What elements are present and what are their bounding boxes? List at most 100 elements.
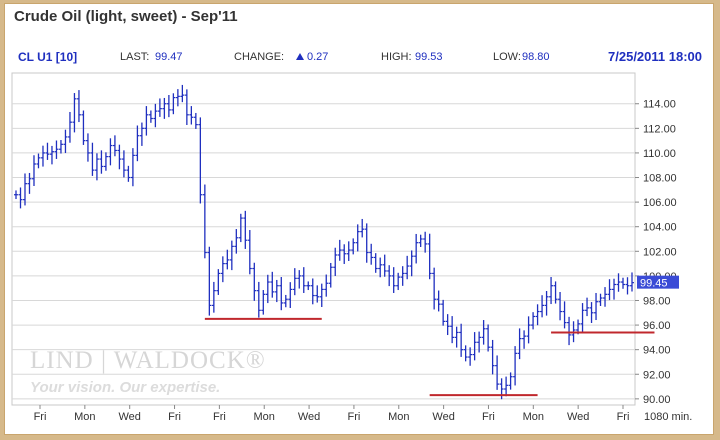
price-bar <box>607 279 612 301</box>
price-bar <box>243 210 248 249</box>
price-bar <box>585 297 590 317</box>
price-bar <box>553 281 558 304</box>
price-bar <box>355 224 360 252</box>
price-bar <box>436 290 441 312</box>
price-bar <box>472 332 477 361</box>
price-bar <box>261 290 266 315</box>
price-bar <box>418 234 423 247</box>
price-bar <box>36 153 41 169</box>
low-label: LOW: <box>493 51 521 63</box>
price-bar <box>621 277 626 289</box>
price-bar <box>27 172 32 194</box>
watermark-tagline: Your vision. Our expertise. <box>30 379 220 396</box>
price-bar <box>612 278 617 300</box>
price-bar <box>567 316 572 346</box>
price-bar <box>126 165 131 182</box>
price-bar <box>157 98 162 117</box>
watermark-brand: LIND | WALDOCK® <box>30 347 266 374</box>
price-bar <box>139 122 144 146</box>
price-bar <box>216 269 221 295</box>
price-bar <box>328 262 333 288</box>
price-bar <box>369 243 374 265</box>
price-bar <box>85 133 90 162</box>
price-bar <box>265 274 270 304</box>
price-bar <box>162 97 167 119</box>
price-bar <box>189 106 194 125</box>
price-bar <box>598 293 603 307</box>
change-value-wrap: 0.27 <box>294 51 328 63</box>
x-tick-label: Wed <box>567 411 589 423</box>
price-bar <box>333 247 338 277</box>
y-tick-label: 108.00 <box>643 173 677 185</box>
y-tick-label: 102.00 <box>643 246 677 258</box>
y-tick-label: 96.00 <box>643 320 671 332</box>
price-bar <box>490 339 495 375</box>
price-bar <box>513 346 518 386</box>
price-bar <box>274 279 279 303</box>
price-bar <box>477 331 482 353</box>
price-bar <box>193 112 198 129</box>
price-bar <box>108 138 113 166</box>
price-bar <box>252 262 257 301</box>
price-bar <box>175 89 180 107</box>
price-bar <box>504 376 509 397</box>
price-bar <box>351 238 356 255</box>
price-bar <box>342 244 347 264</box>
price-bar <box>495 355 500 390</box>
x-axis: Fri Mon Wed Fri Fri Mon Wed Fri Mon Wed Fri Mon Wed F… <box>34 405 629 423</box>
quote-datetime: 7/25/2011 18:00 <box>608 49 702 64</box>
price-bar <box>103 152 108 171</box>
y-axis: 90.0092.0094.0096.0098.00100.00102.00104… <box>635 99 677 406</box>
price-bar <box>130 148 135 187</box>
price-bar <box>40 145 45 167</box>
price-bar <box>229 240 234 271</box>
price-bar <box>144 106 149 136</box>
y-tick-label: 98.00 <box>643 295 671 307</box>
price-bar <box>616 273 621 292</box>
grid-lines <box>12 103 635 400</box>
low-value: 98.80 <box>522 51 550 63</box>
support-lines <box>204 317 655 397</box>
price-bar <box>441 299 446 326</box>
price-bar <box>76 90 81 123</box>
last-value: 99.47 <box>155 51 183 63</box>
price-bar <box>630 272 634 292</box>
price-bar <box>297 270 302 289</box>
price-bar <box>522 330 527 349</box>
contract-symbol[interactable]: CL U1 [10] <box>18 50 78 64</box>
price-bar <box>526 316 531 344</box>
price-bar <box>283 294 288 308</box>
price-bar <box>468 347 473 366</box>
price-bar <box>67 111 72 143</box>
last-label: LAST: <box>120 51 150 63</box>
price-bar <box>603 287 608 307</box>
price-bars <box>14 84 634 400</box>
change-value: 0.27 <box>307 51 329 63</box>
price-bar <box>360 218 365 238</box>
x-tick-label: Mon <box>74 411 95 423</box>
x-tick-label: Fri <box>348 411 361 423</box>
price-bar <box>49 145 54 165</box>
price-bar <box>315 285 320 303</box>
price-bar <box>562 301 567 329</box>
price-bar <box>549 276 554 305</box>
price-bar <box>58 140 63 154</box>
price-bar <box>198 117 203 204</box>
price-bar <box>148 110 153 123</box>
price-bar <box>378 257 383 278</box>
x-tick-label: Wed <box>118 411 140 423</box>
price-bar <box>121 150 126 178</box>
price-bar <box>81 110 86 145</box>
price-bar <box>508 372 513 390</box>
last-price-marker <box>637 275 679 289</box>
change-label: CHANGE: <box>234 51 285 63</box>
price-bar <box>99 150 104 174</box>
price-bar <box>540 295 545 318</box>
price-bar <box>580 303 585 333</box>
price-bar <box>382 254 387 277</box>
price-bar <box>54 140 59 159</box>
price-bar <box>90 142 95 176</box>
price-bar <box>202 184 207 259</box>
price-bar <box>279 276 284 311</box>
price-bar <box>247 230 252 275</box>
